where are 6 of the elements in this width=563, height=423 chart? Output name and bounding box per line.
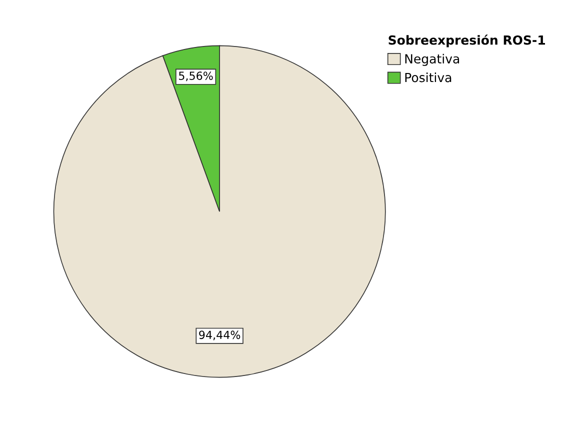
legend-label: Negativa xyxy=(405,54,460,66)
legend-label: Positiva xyxy=(405,72,452,82)
data-label: 94,44% xyxy=(199,330,240,340)
legend-title: Sobreexpresión ROS-1 xyxy=(388,34,545,48)
pie-slice xyxy=(53,45,386,378)
data-label: 5,56% xyxy=(179,72,213,82)
